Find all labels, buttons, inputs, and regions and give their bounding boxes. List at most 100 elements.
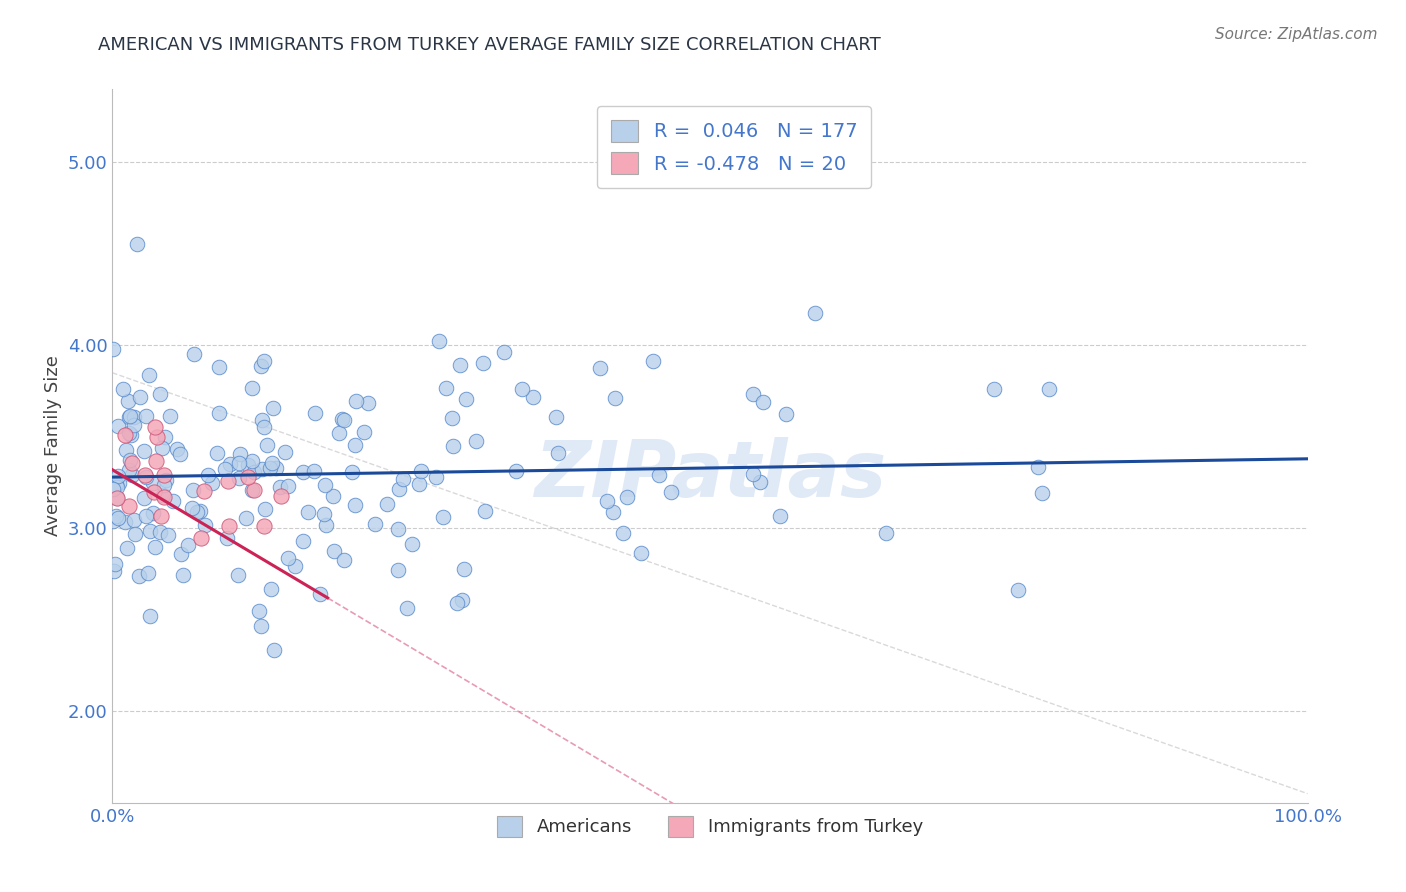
Point <box>149 509 172 524</box>
Point <box>312 507 335 521</box>
Point <box>236 469 259 483</box>
Point <box>118 463 141 477</box>
Point <box>134 467 156 482</box>
Point <box>595 494 617 508</box>
Point <box>446 596 468 610</box>
Point <box>250 359 273 373</box>
Point <box>775 407 797 421</box>
Point <box>141 506 163 520</box>
Point <box>659 484 682 499</box>
Point <box>107 469 129 483</box>
Point <box>259 460 281 475</box>
Point <box>105 480 128 494</box>
Point <box>522 390 544 404</box>
Point <box>153 478 176 492</box>
Point <box>145 430 167 444</box>
Point <box>269 480 291 494</box>
Point <box>474 504 496 518</box>
Point <box>396 600 419 615</box>
Point <box>1026 460 1049 475</box>
Point <box>124 410 146 425</box>
Point <box>124 526 146 541</box>
Point <box>612 526 634 541</box>
Point <box>105 491 128 505</box>
Point <box>236 458 259 473</box>
Point <box>159 409 181 423</box>
Point <box>214 461 236 475</box>
Point <box>218 518 240 533</box>
Point <box>425 470 447 484</box>
Point <box>315 517 337 532</box>
Point <box>170 547 193 561</box>
Point <box>804 306 827 320</box>
Point <box>104 557 127 571</box>
Point <box>250 461 273 475</box>
Point <box>117 393 139 408</box>
Point <box>602 505 624 519</box>
Point <box>135 469 157 483</box>
Point <box>434 381 457 395</box>
Point <box>122 418 145 433</box>
Point <box>510 382 533 396</box>
Point <box>1038 382 1060 396</box>
Point <box>375 497 398 511</box>
Point <box>277 550 299 565</box>
Point <box>226 568 249 582</box>
Point <box>114 515 136 529</box>
Point <box>129 390 152 404</box>
Point <box>441 439 464 453</box>
Point <box>314 478 336 492</box>
Point <box>274 444 297 458</box>
Point <box>118 425 141 440</box>
Point <box>330 411 353 425</box>
Point <box>142 475 165 490</box>
Point <box>152 488 174 502</box>
Point <box>332 413 354 427</box>
Point <box>149 387 172 401</box>
Point <box>322 489 344 503</box>
Point <box>256 438 278 452</box>
Point <box>427 334 450 349</box>
Point <box>494 344 516 359</box>
Point <box>208 360 231 375</box>
Point <box>183 347 205 361</box>
Point <box>343 498 366 512</box>
Point <box>105 476 128 491</box>
Point <box>292 533 315 548</box>
Point <box>153 430 176 444</box>
Point <box>983 382 1005 396</box>
Point <box>648 467 671 482</box>
Point <box>138 368 160 383</box>
Point <box>139 524 162 538</box>
Point <box>118 499 141 513</box>
Point <box>172 568 194 582</box>
Point <box>254 502 277 516</box>
Point <box>155 473 177 487</box>
Point <box>105 491 128 505</box>
Point <box>101 482 124 496</box>
Point <box>135 509 157 524</box>
Point <box>440 411 463 425</box>
Point <box>104 508 127 523</box>
Point <box>328 425 350 440</box>
Point <box>228 457 250 471</box>
Point <box>139 609 162 624</box>
Point <box>150 441 173 455</box>
Point <box>453 562 475 576</box>
Point <box>114 443 136 458</box>
Point <box>132 443 155 458</box>
Text: Source: ZipAtlas.com: Source: ZipAtlas.com <box>1215 27 1378 42</box>
Point <box>190 531 212 545</box>
Point <box>302 464 325 478</box>
Point <box>505 464 527 478</box>
Point <box>387 563 409 577</box>
Point <box>143 540 166 554</box>
Point <box>118 409 141 424</box>
Point <box>297 505 319 519</box>
Point <box>388 482 411 496</box>
Point <box>309 586 332 600</box>
Point <box>240 454 263 468</box>
Point <box>219 457 242 471</box>
Point <box>217 531 239 545</box>
Y-axis label: Average Family Size: Average Family Size <box>45 356 62 536</box>
